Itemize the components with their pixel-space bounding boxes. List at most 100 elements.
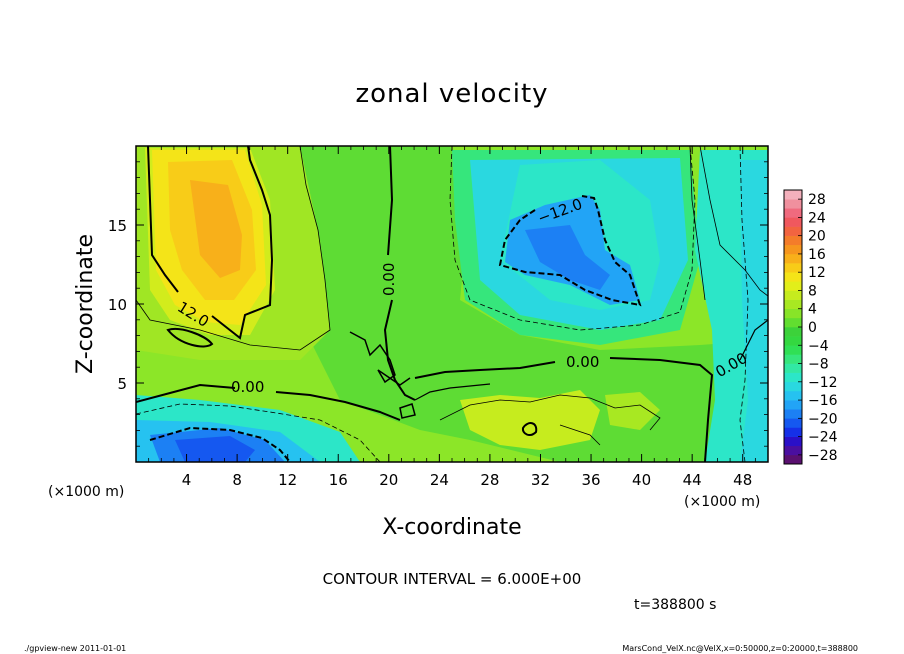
y-tick-label: 10: [108, 296, 127, 314]
contour-lines: [136, 146, 768, 462]
contour-line-0-vertical: [383, 146, 416, 401]
colorbar-swatch: [784, 454, 802, 465]
colorbar-label: 12: [808, 265, 826, 281]
colorbar-label: −28: [808, 448, 838, 464]
colorbar-label: −8: [808, 357, 829, 373]
colorbar-label: 16: [808, 247, 826, 263]
colorbar-swatch: [784, 436, 802, 447]
contour-label: 0.00: [566, 353, 599, 371]
y-tick-label: 5: [117, 375, 127, 393]
time-label: t=388800 s: [634, 597, 716, 613]
colorbar-swatch: [784, 409, 802, 419]
colorbar-swatch: [784, 290, 802, 300]
x-tick-label: 28: [480, 471, 499, 489]
field-region: [190, 180, 242, 278]
colorbar-swatch: [784, 363, 802, 373]
colorbar-swatch: [784, 400, 802, 410]
field-region: [605, 392, 660, 430]
colorbar-swatch: [784, 217, 802, 227]
contour-line-6-lower: [439, 394, 661, 446]
colorbar-swatch: [784, 208, 802, 218]
x-unit-left: (×1000 m): [48, 484, 124, 500]
colorbar-swatch: [784, 327, 802, 337]
x-tick-label: 12: [278, 471, 297, 489]
x-tick-label: 44: [683, 471, 702, 489]
colorbar-swatch: [784, 317, 802, 328]
colorbar-label: 24: [808, 210, 826, 226]
colorbar-label: 8: [808, 283, 817, 299]
colorbar-label: −20: [808, 411, 838, 427]
field-region: [460, 390, 600, 450]
colorbar-label: 4: [808, 302, 817, 318]
colorbar-swatch: [784, 281, 802, 291]
chart-title: zonal velocity: [355, 79, 548, 109]
contour-line-neg12: [149, 426, 291, 462]
colorbar-label: 28: [808, 192, 826, 208]
contour-interval: CONTOUR INTERVAL = 6.000E+00: [323, 570, 582, 588]
colorbar-swatch: [784, 390, 802, 401]
x-tick-label: 32: [531, 471, 550, 489]
colorbar-label: 20: [808, 229, 826, 245]
field-region: [525, 225, 610, 290]
colorbar-swatch: [784, 199, 802, 209]
y-tick-label: 15: [108, 217, 127, 235]
colorbar-swatch: [784, 299, 802, 310]
contour-line-0: [136, 383, 401, 421]
contour-line-12-small: [166, 328, 214, 348]
x-tick-label: 48: [733, 471, 752, 489]
contour-line-0-right: [414, 357, 714, 462]
contour-line-6: [136, 146, 331, 351]
y-axis-label: Z-coordinate: [73, 234, 98, 374]
contour-line-0-right-lower: [414, 319, 768, 401]
x-tick-label: 8: [232, 471, 242, 489]
colorbar-swatch: [784, 272, 802, 282]
colorbar-swatch: [784, 190, 802, 200]
x-tick-label: 16: [329, 471, 348, 489]
footer-right: MarsCond_VelX.nc@VelX,x=0:50000,z=0:2000…: [622, 644, 858, 653]
colorbar-label: 0: [808, 320, 817, 336]
colorbar-label: −4: [808, 338, 829, 354]
colorbar-label: −12: [808, 375, 838, 391]
contour-line-0-wiggle: [349, 331, 416, 419]
colorbar-swatch: [784, 354, 802, 364]
field-region: [740, 160, 768, 462]
colorbar-swatch: [784, 308, 802, 319]
colorbar-label: −16: [808, 393, 838, 409]
colorbar-label: −24: [808, 430, 838, 446]
contour-line-6-right-b: [689, 146, 706, 301]
y-axis: 5 10 15: [108, 161, 768, 447]
x-axis: 4 8 12 16 20 24 28 32 36 40 44 48: [148, 146, 756, 489]
plot-area: [136, 146, 768, 462]
x-tick-label: 40: [632, 471, 651, 489]
contour-line-neg6-right: [449, 146, 696, 331]
colorbar-swatch: [784, 244, 802, 255]
colorbar-swatch: [784, 235, 802, 246]
x-tick-label: 4: [182, 471, 192, 489]
x-tick-label: 36: [581, 471, 600, 489]
colorbar-swatch: [784, 253, 802, 264]
contour-line-12: [147, 146, 274, 340]
colorbar-swatch: [784, 336, 802, 346]
x-tick-label: 24: [430, 471, 449, 489]
contour-label: 0.00: [231, 378, 264, 396]
contour-line-6-right: [699, 146, 768, 297]
colorbar-swatch: [784, 263, 802, 273]
colorbar-swatch: [784, 427, 802, 437]
contour-line-12-tiny: [521, 422, 538, 436]
contour-line-neg6-right-edge: [739, 146, 749, 462]
field-region: [175, 436, 255, 462]
colorbar-swatch: [784, 381, 802, 392]
colorbar-swatch: [784, 372, 802, 383]
contour-label: 0.00: [380, 263, 398, 296]
colorbar-swatch: [784, 345, 802, 355]
colorbar-swatch: [784, 445, 802, 456]
colorbar-swatch: [784, 226, 802, 236]
colorbar: 28 24 20 16 12 8 4 0 −4 −8 −12 −16 −20 −24 −28: [783, 189, 838, 465]
colorbar-swatch: [784, 418, 802, 428]
field-region: [290, 146, 768, 462]
x-unit-right: (×1000 m): [684, 494, 760, 510]
footer-left: ./gpview-new 2011-01-01: [24, 644, 126, 653]
x-axis-label: X-coordinate: [382, 515, 521, 540]
x-tick-label: 20: [379, 471, 398, 489]
